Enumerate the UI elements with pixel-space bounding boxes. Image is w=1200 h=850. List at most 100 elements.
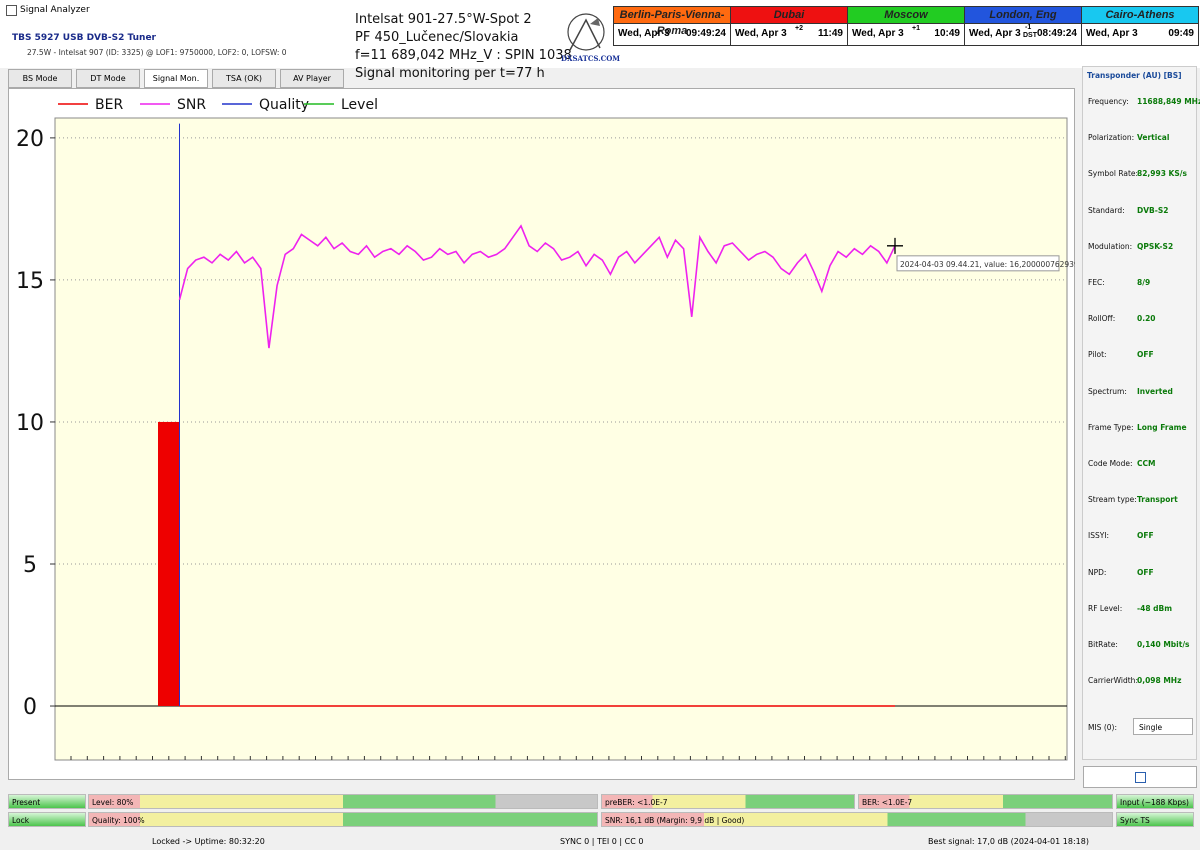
field-label: RF Level:	[1088, 603, 1123, 613]
tab[interactable]: TSA (OK)	[212, 69, 276, 88]
y-tick-label: 5	[23, 553, 37, 578]
clock-city: Berlin-Paris-Vienna-Roma	[614, 7, 730, 37]
y-tick-label: 15	[16, 269, 44, 294]
tooltip: 2024-04-03 09.44.21, value: 16,200000762…	[900, 260, 1075, 269]
clock-date: Wed, Apr 3	[1086, 28, 1138, 39]
legend-label: SNR	[177, 97, 206, 113]
crosshair	[887, 237, 903, 254]
clock-time: 10:49	[934, 28, 960, 39]
field-value: -48 dBm	[1137, 603, 1173, 613]
lock-indicator: Lock	[8, 812, 86, 827]
field-label: ISSYI:	[1088, 531, 1110, 541]
field-label: Pilot:	[1088, 350, 1107, 360]
mis-dropdown[interactable]: Single	[1133, 718, 1193, 735]
clock: London, Eng Wed, Apr 3 -1 DST 08:49:24	[964, 6, 1082, 46]
y-tick-label: 10	[16, 411, 44, 436]
clock-city: London, Eng	[965, 7, 1081, 24]
field-value: Long Frame	[1137, 422, 1187, 432]
sync-indicator: Sync TS	[1116, 812, 1194, 827]
field-label: BitRate:	[1088, 640, 1118, 649]
clock-time: 11:49	[817, 28, 843, 39]
input-indicator: Input (~188 Kbps)	[1116, 794, 1194, 809]
tab[interactable]: BS Mode	[8, 69, 72, 88]
field-value: Vertical	[1137, 133, 1170, 143]
field-label: Code Mode:	[1088, 459, 1133, 468]
clock-offset: +1	[912, 25, 920, 32]
icon-button[interactable]	[1083, 766, 1197, 788]
field-label: Stream type:	[1088, 495, 1137, 505]
clock-time: 09:49	[1168, 28, 1194, 39]
preber-bar: preBER: <1.0E-7	[601, 794, 855, 809]
field-value: Transport	[1137, 495, 1178, 505]
legend-label: Quality	[259, 97, 309, 113]
tab[interactable]: AV Player	[280, 69, 344, 88]
field-value: 0,098 MHz	[1137, 676, 1182, 686]
field-label: Standard:	[1088, 205, 1125, 215]
clock-offset: -1	[1025, 24, 1032, 31]
field-label: Modulation:	[1088, 241, 1133, 251]
field-value: 11688,849 MHz	[1137, 97, 1200, 106]
tuner-info: 27.5W - Intelsat 907 (ID: 3325) @ LOF1: …	[27, 48, 287, 57]
transponder-title: Transponder (AU) [BS]	[1087, 71, 1182, 80]
field-value: 8/9	[1137, 278, 1151, 287]
best-signal: Best signal: 17,0 dB (2024-04-01 18:18)	[928, 837, 1089, 846]
ber-bar	[158, 421, 180, 707]
field-value: DVB-S2	[1137, 205, 1169, 215]
clock-date: Wed, Apr 3	[969, 28, 1021, 39]
snr-line	[178, 224, 896, 349]
overlay-text: PF 450_Lučenec/Slovakia	[355, 30, 519, 45]
y-tick-label: 0	[23, 695, 37, 720]
uptime: Locked -> Uptime: 80:32:20	[152, 837, 265, 846]
field-value: QPSK-S2	[1137, 241, 1174, 251]
field-label: RollOff:	[1088, 314, 1116, 324]
legend-label: BER	[95, 97, 123, 113]
field-value: OFF	[1137, 350, 1154, 360]
field-value: OFF	[1137, 531, 1154, 541]
field-value: 82,993 KS/s	[1137, 169, 1187, 179]
logo-text: DXSATCS.COM	[561, 54, 621, 63]
sync-counters: SYNC 0 | TEI 0 | CC 0	[560, 837, 644, 846]
field-label: Spectrum:	[1088, 386, 1127, 396]
clock-city: Dubai	[731, 7, 847, 24]
clock-date: Wed, Apr 3	[618, 28, 670, 39]
clock: Dubai Wed, Apr 3 +2 11:49	[730, 6, 848, 46]
clock-note: DST	[1023, 32, 1037, 39]
tuner-name: TBS 5927 USB DVB-S2 Tuner	[12, 33, 156, 43]
y-tick-label: 20	[16, 127, 44, 152]
field-label: Polarization:	[1088, 133, 1135, 143]
clock-time: 09:49:24	[685, 28, 726, 39]
field-label: FEC:	[1088, 278, 1105, 287]
field-value: 0.20	[1137, 314, 1156, 324]
legend-label: Level	[341, 97, 378, 113]
overlay-text: Signal monitoring per t=77 h	[355, 66, 545, 81]
tab[interactable]: Signal Mon.	[144, 69, 208, 88]
plot-area	[54, 117, 1068, 761]
tab[interactable]: DT Mode	[76, 69, 140, 88]
clock-date: Wed, Apr 3	[852, 28, 904, 39]
overlay-text: Intelsat 901-27.5°W-Spot 2	[355, 12, 532, 27]
ber-bar: BER: <1.0E-7	[858, 794, 1113, 809]
field-value: 0,140 Mbit/s	[1137, 640, 1190, 649]
field-label: Frequency:	[1088, 97, 1129, 106]
overlay-text: f=11 689,042 MHz_V : SPIN 1038	[355, 48, 572, 63]
field-value: CCM	[1137, 459, 1156, 468]
field-label: Frame Type:	[1088, 422, 1134, 432]
logo	[567, 13, 605, 51]
snr-bar: SNR: 16,1 dB (Margin: 9,9 dB | Good)	[601, 812, 1113, 827]
chart: 0 5 10 15 20 BER SNR Quality Level 2024-04-03 09.…	[16, 97, 1075, 761]
field-label: CarrierWidth:	[1088, 676, 1138, 686]
field-value: Inverted	[1137, 386, 1173, 396]
clock-city: Moscow	[848, 7, 964, 24]
tooltip-box	[896, 255, 1060, 272]
clock-city: Cairo-Athens	[1082, 7, 1198, 24]
clock-offset: +2	[795, 25, 803, 32]
present-indicator: Present	[8, 794, 86, 809]
field-label: Symbol Rate:	[1088, 169, 1139, 179]
field-label: NPD:	[1088, 567, 1107, 577]
clock-date: Wed, Apr 3	[735, 28, 787, 39]
window-title: Signal Analyzer	[20, 5, 90, 15]
level-bar: Level: 80%	[88, 794, 598, 809]
field-value: OFF	[1137, 567, 1154, 577]
quality-bar: Quality: 100%	[88, 812, 598, 827]
